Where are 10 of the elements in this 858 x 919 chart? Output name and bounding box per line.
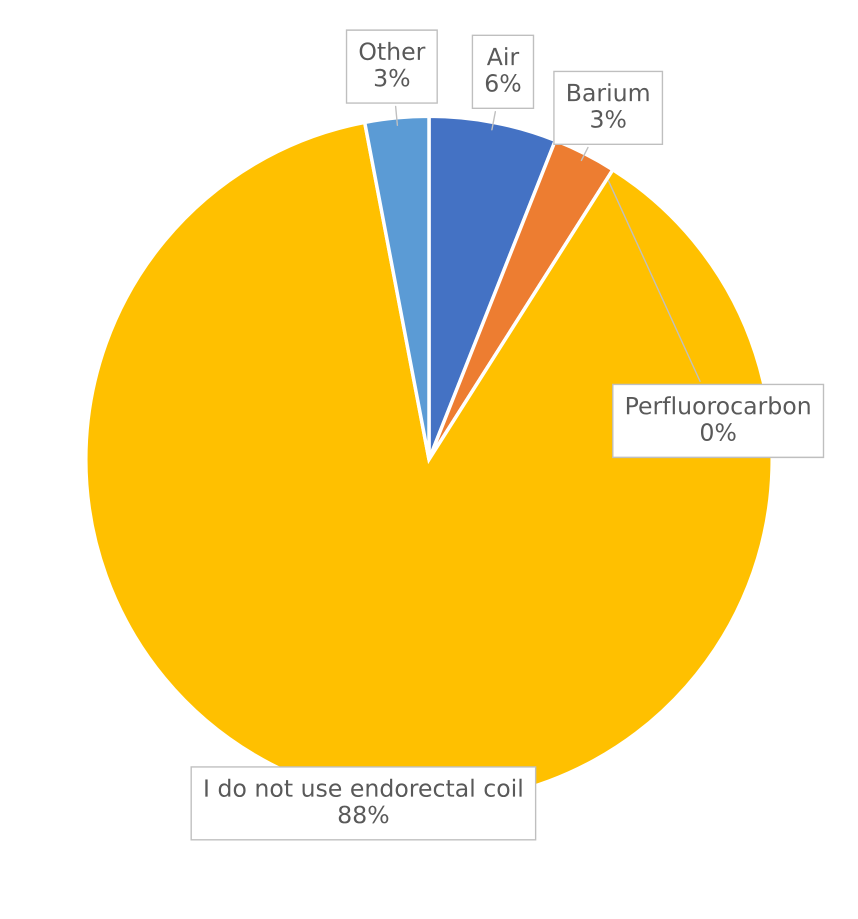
slice-label: Other [360,42,426,60]
data-label: 6% [486,74,520,92]
data-label: 3% [374,68,410,87]
slice-label: Air [486,47,520,66]
slice-label: Barium [568,83,649,102]
category-label: Perfluorocarbon [626,396,810,415]
data-label: 88% [338,806,388,824]
text: 0% [700,423,736,441]
data-label: 3% [591,110,626,128]
slice-label: I do not use endorectal coil [205,778,522,797]
